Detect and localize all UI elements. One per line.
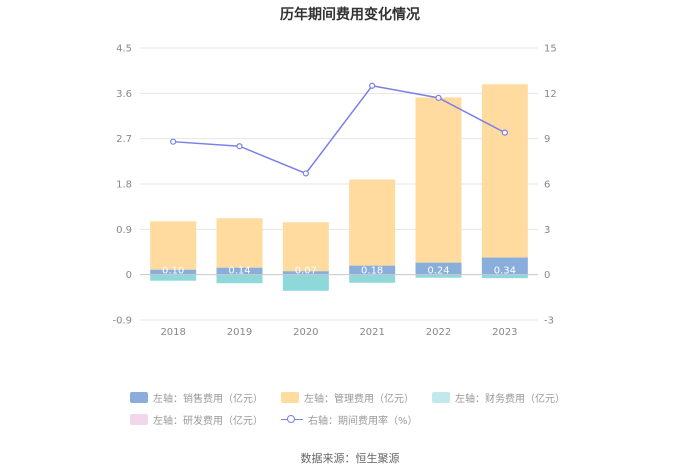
x-axis-tick-label: 2022 <box>426 327 451 338</box>
rate-point <box>501 129 508 136</box>
rate-line <box>173 84 506 175</box>
legend-label-rate: 右轴：期间费用率（%） <box>308 415 418 427</box>
bar-finance <box>349 274 396 283</box>
legend-item-sales[interactable]: 左轴：销售费用（亿元） <box>130 390 263 405</box>
right-axis-tick-label: -3 <box>544 316 554 327</box>
bar-sales-value-label: 0.07 <box>295 266 317 277</box>
right-axis-tick-label: 3 <box>544 225 550 236</box>
x-axis-tick-label: 2023 <box>492 327 517 338</box>
bar-finance <box>216 274 263 284</box>
left-axis-tick-label: 0 <box>126 270 132 281</box>
left-axis-tick-label: 1.8 <box>116 180 132 191</box>
bar-admin <box>481 84 528 258</box>
bar-sales-value-label: 0.14 <box>228 266 250 277</box>
legend-swatch-rate <box>281 414 303 425</box>
bar-admin <box>150 221 197 270</box>
bar-admin <box>349 179 396 266</box>
left-axis-tick-label: -0.9 <box>112 316 132 327</box>
right-axis-tick-label: 15 <box>544 44 557 55</box>
rate-point <box>170 138 177 145</box>
legend: 左轴：销售费用（亿元） 左轴：管理费用（亿元） 左轴：财务费用（亿元） 左轴：研… <box>130 386 570 430</box>
bar-sales <box>216 267 263 275</box>
data-source: 数据来源：恒生聚源 <box>300 452 400 465</box>
rate-point <box>236 143 243 150</box>
bar-sales <box>481 257 528 275</box>
left-axis-tick-label: 2.7 <box>116 134 132 145</box>
legend-label-rnd: 左轴：研发费用（亿元） <box>153 415 263 427</box>
right-axis-tick-label: 0 <box>544 270 550 281</box>
bar-finance <box>150 274 197 281</box>
right-axis-tick-label: 6 <box>544 180 550 191</box>
legend-swatch-sales <box>130 391 148 403</box>
legend-item-rnd[interactable]: 左轴：研发费用（亿元） <box>130 412 263 427</box>
bar-finance <box>415 274 462 278</box>
legend-item-finance[interactable]: 左轴：财务费用（亿元） <box>432 390 565 405</box>
rate-point <box>435 94 442 101</box>
legend-swatch-finance <box>432 391 450 403</box>
bar-finance <box>481 274 528 279</box>
bar-sales <box>282 271 329 275</box>
right-axis-tick-label: 9 <box>544 134 550 145</box>
x-axis-tick-label: 2018 <box>160 327 185 338</box>
rate-point <box>369 82 376 89</box>
rate-point <box>302 170 309 177</box>
bar-sales-value-label: 0.18 <box>361 266 383 277</box>
legend-label-sales: 左轴：销售费用（亿元） <box>153 393 263 405</box>
x-axis-tick-label: 2020 <box>293 327 318 338</box>
x-axis-tick-label: 2019 <box>227 327 252 338</box>
bar-sales <box>150 269 197 275</box>
x-axis-tick-label: 2021 <box>359 327 384 338</box>
legend-item-rate[interactable]: 右轴：期间费用率（%） <box>281 412 418 427</box>
bar-admin <box>216 218 263 268</box>
legend-label-admin: 左轴：管理费用（亿元） <box>304 393 414 405</box>
legend-row-1: 左轴：销售费用（亿元） 左轴：管理费用（亿元） 左轴：财务费用（亿元） <box>130 386 570 408</box>
legend-item-admin[interactable]: 左轴：管理费用（亿元） <box>281 390 414 405</box>
legend-swatch-admin <box>281 391 299 403</box>
bar-sales <box>415 262 462 275</box>
legend-swatch-rnd <box>130 413 148 425</box>
bar-sales <box>349 265 396 275</box>
left-axis-tick-label: 4.5 <box>116 44 132 55</box>
legend-label-finance: 左轴：财务费用（亿元） <box>455 393 565 405</box>
bar-admin <box>282 222 329 272</box>
legend-row-2: 左轴：研发费用（亿元） 右轴：期间费用率（%） <box>130 408 570 430</box>
bar-admin <box>415 97 462 263</box>
bar-finance <box>282 274 329 291</box>
bar-sales-value-label: 0.24 <box>427 266 449 277</box>
left-axis-tick-label: 3.6 <box>116 89 132 100</box>
right-axis-tick-label: 12 <box>544 89 557 100</box>
bar-sales-value-label: 0.34 <box>494 266 516 277</box>
left-axis-tick-label: 0.9 <box>116 225 132 236</box>
chart-title: 历年期间费用变化情况 <box>280 7 420 23</box>
bar-sales-value-label: 0.10 <box>162 266 184 277</box>
